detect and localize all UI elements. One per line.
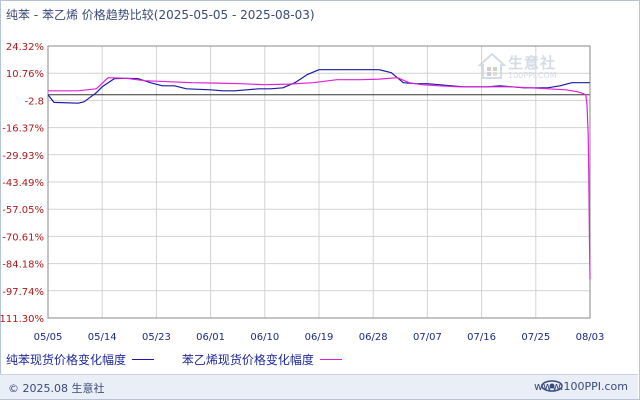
legend: 纯苯现货价格变化幅度 苯乙烯现货价格变化幅度: [6, 351, 366, 368]
legend-item-benzene: 纯苯现货价格变化幅度: [6, 351, 155, 368]
footer: © 2025.08 生意社 www.100PPI.com: [0, 374, 638, 399]
house-icon: [477, 52, 507, 79]
y-tick-label: -2.8: [24, 96, 44, 107]
series-line-1: [48, 77, 591, 280]
y-tick-label: -111.30%: [0, 314, 44, 325]
y-tick-label: -70.61%: [2, 232, 44, 243]
x-tick-label: 08/03: [576, 332, 605, 343]
series-lines: [47, 69, 591, 280]
legend-label: 纯苯现货价格变化幅度: [6, 353, 127, 367]
plot-border: [47, 45, 591, 319]
watermark-url: 100PPI.COM: [508, 71, 557, 80]
y-tick-label: -84.18%: [2, 260, 44, 271]
x-tick-label: 05/23: [142, 332, 171, 343]
y-tick-label: -57.05%: [2, 205, 44, 216]
x-tick-label: 06/28: [359, 332, 388, 343]
y-tick-label: -16.37%: [2, 124, 44, 135]
y-axis-labels: 24.32% 10.76% -2.8 -16.37% -29.93% -43.49% -57…: [0, 42, 44, 325]
legend-swatch: [132, 359, 155, 360]
y-tick-label: 24.32%: [6, 42, 44, 53]
x-tick-label: 05/14: [88, 332, 117, 343]
y-tick-label: -43.49%: [2, 178, 44, 189]
x-tick-label: 06/19: [305, 332, 334, 343]
legend-swatch: [319, 359, 342, 360]
eye-logo-icon: [541, 380, 563, 392]
x-tick-label: 06/10: [250, 332, 279, 343]
x-tick-label: 07/25: [521, 332, 550, 343]
x-axis-labels: 05/05 05/14 05/23 06/01 06/10 06/19 06/28 07/07…: [34, 332, 605, 343]
y-tick-label: 10.76%: [6, 69, 44, 80]
y-tick-label: -97.74%: [2, 287, 44, 298]
x-tick-label: 06/01: [196, 332, 225, 343]
watermark-name: 生意社: [508, 54, 557, 72]
y-tick-label: -29.93%: [2, 151, 44, 162]
legend-label: 苯乙烯现货价格变化幅度: [181, 353, 314, 367]
x-tick-label: 07/16: [467, 332, 496, 343]
site-url: www.100PPI.com: [534, 380, 628, 393]
x-tick-label: 05/05: [34, 332, 63, 343]
legend-item-styrene: 苯乙烯现货价格变化幅度: [182, 351, 342, 368]
x-tick-label: 07/07: [413, 332, 442, 343]
chart-title: 纯苯 - 苯乙烯 价格趋势比较(2025-05-05 - 2025-08-03): [6, 8, 315, 22]
watermark-logo: 生意社 100PPI.COM: [477, 52, 578, 88]
copyright-text: © 2025.08 生意社: [8, 382, 105, 395]
